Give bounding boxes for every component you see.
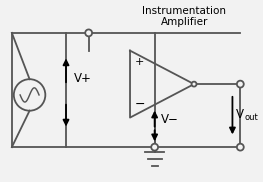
Text: V+: V+ (74, 72, 92, 85)
Text: V: V (236, 108, 244, 121)
Text: −: − (135, 98, 145, 111)
Text: Amplifier: Amplifier (160, 17, 208, 27)
Text: +: + (135, 58, 144, 68)
Circle shape (191, 82, 196, 87)
Text: V−: V− (160, 113, 178, 126)
Text: Instrumentation: Instrumentation (142, 6, 226, 16)
Circle shape (85, 29, 92, 36)
Circle shape (237, 81, 244, 88)
Text: out: out (244, 113, 258, 122)
Circle shape (237, 144, 244, 151)
Circle shape (151, 144, 158, 151)
